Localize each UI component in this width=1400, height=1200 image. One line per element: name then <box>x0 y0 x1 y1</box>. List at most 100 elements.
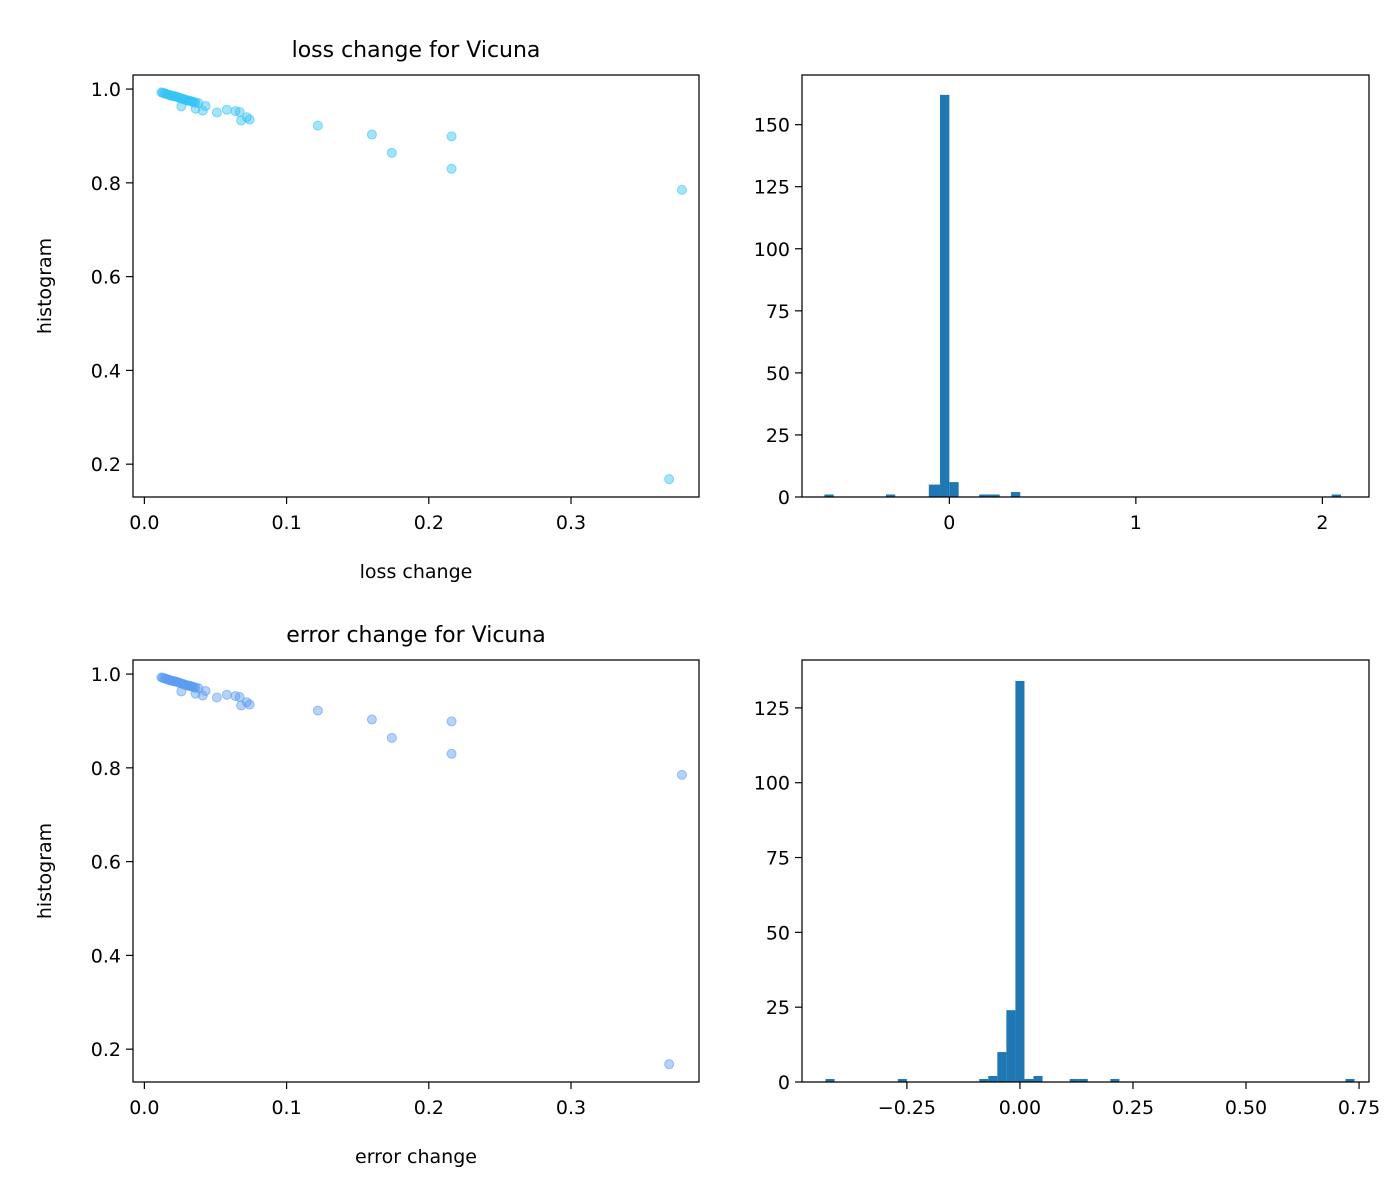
loss-scatter-ytick-label: 0.6 <box>91 267 121 289</box>
error-scatter-xtick-label: 0.0 <box>129 1097 159 1119</box>
loss-scatter-ytick-label: 0.4 <box>91 360 121 382</box>
error-scatter-ylabel: histogram <box>34 823 56 919</box>
loss-histogram-ytick-label: 25 <box>766 425 790 447</box>
loss-scatter-xtick-label: 0.2 <box>414 512 444 534</box>
error-scatter-ytick-label: 0.2 <box>91 1039 121 1061</box>
loss-scatter-xtick-label: 0.3 <box>556 512 586 534</box>
loss-histogram-ytick-label: 125 <box>754 177 790 199</box>
scatter-point <box>176 686 187 697</box>
histogram-bar <box>1110 1079 1120 1082</box>
loss-scatter-frame <box>132 74 700 498</box>
error-scatter-panel: error change for Vicuna 0.0 0.1 0.2 0.30.20… <box>34 623 700 1168</box>
loss-histogram-frame <box>801 74 1370 498</box>
scatter-point <box>176 101 187 112</box>
scatter-point <box>386 732 397 743</box>
error-scatter-ticks: 0.0 0.1 0.2 0.3 0.2 0.4 0.6 0.8 1.0 <box>91 664 586 1119</box>
error-histogram-bars <box>825 680 1355 1082</box>
histogram-bar <box>1015 680 1025 1082</box>
loss-scatter-ytick-label: 0.2 <box>91 454 121 476</box>
histogram-bar <box>997 1052 1007 1082</box>
scatter-point <box>446 163 457 174</box>
scatter-point <box>312 705 323 716</box>
error-histogram-xtick-label: 0.00 <box>999 1097 1041 1119</box>
scatter-point <box>200 100 211 111</box>
histogram-bar <box>1024 1079 1034 1082</box>
loss-scatter-xlabel: loss change <box>360 561 473 583</box>
scatter-point <box>386 147 397 158</box>
histogram-bar <box>979 1079 989 1082</box>
histogram-bar <box>940 94 950 497</box>
scatter-point <box>664 1059 675 1070</box>
scatter-point <box>312 120 323 131</box>
error-scatter-xtick-label: 0.3 <box>556 1097 586 1119</box>
scatter-point <box>244 699 255 710</box>
histogram-bar <box>979 494 991 497</box>
histogram-bar <box>897 1079 907 1082</box>
error-histogram-xtick-label: −0.25 <box>878 1097 936 1119</box>
loss-histogram-ticks: 0 1 2 0 25 50 75 100 125 150 <box>754 115 1329 534</box>
scatter-point <box>244 114 255 125</box>
loss-histogram-ytick-label: 0 <box>778 487 790 509</box>
histogram-bar <box>949 482 959 497</box>
histogram-bar <box>1331 494 1342 497</box>
error-scatter-xtick-label: 0.2 <box>414 1097 444 1119</box>
loss-scatter-ticks: 0.0 0.1 0.2 0.3 0.2 0.4 0.6 0.8 1.0 <box>91 79 586 534</box>
error-scatter-ytick-label: 0.4 <box>91 945 121 967</box>
scatter-point <box>221 104 232 115</box>
error-scatter-ytick-label: 0.6 <box>91 852 121 874</box>
loss-histogram-ytick-label: 150 <box>754 115 790 137</box>
loss-histogram-bars <box>824 94 1342 497</box>
loss-histogram-xtick-label: 0 <box>943 512 955 534</box>
histogram-bar <box>990 494 1000 497</box>
histogram-bar <box>1010 492 1021 497</box>
histogram-bar <box>824 494 834 497</box>
scatter-point <box>664 474 675 485</box>
error-scatter-frame <box>132 659 700 1083</box>
loss-scatter-title: loss change for Vicuna <box>292 38 541 63</box>
histogram-bar <box>1345 1079 1355 1082</box>
scatter-point <box>676 769 687 780</box>
histogram-bar <box>885 494 896 497</box>
loss-scatter-panel: loss change for Vicuna 0.0 0.1 0.2 0.30.20.… <box>34 38 700 583</box>
scatter-point <box>446 748 457 759</box>
scatter-point <box>221 689 232 700</box>
scatter-point <box>446 131 457 142</box>
scatter-point <box>676 184 687 195</box>
error-scatter-points <box>156 672 687 1070</box>
loss-scatter-ytick-label: 0.8 <box>91 173 121 195</box>
error-histogram-ytick-label: 100 <box>754 773 790 795</box>
error-histogram-ticks: −0.25 0.00 0.25 0.50 0.75 0 25 50 75 100 125 <box>754 698 1380 1119</box>
scatter-point <box>200 685 211 696</box>
histogram-bar <box>1069 1079 1079 1082</box>
loss-scatter-ylabel: histogram <box>34 238 56 334</box>
histogram-bar <box>988 1076 998 1082</box>
error-scatter-title: error change for Vicuna <box>286 623 546 648</box>
loss-scatter-points <box>156 87 687 485</box>
loss-histogram-ytick-label: 50 <box>766 363 790 385</box>
scatter-point <box>211 692 222 703</box>
scatter-point <box>446 716 457 727</box>
error-histogram-xtick-label: 0.50 <box>1225 1097 1267 1119</box>
loss-scatter-ytick-label: 1.0 <box>91 79 121 101</box>
error-scatter-ytick-label: 0.8 <box>91 758 121 780</box>
error-scatter-xlabel: error change <box>355 1146 477 1168</box>
error-histogram-frame <box>801 659 1370 1083</box>
loss-histogram-xtick-label: 1 <box>1130 512 1142 534</box>
error-histogram-ytick-label: 25 <box>766 997 790 1019</box>
scatter-point <box>211 107 222 118</box>
loss-histogram-xtick-label: 2 <box>1316 512 1328 534</box>
error-histogram-xtick-label: 0.75 <box>1338 1097 1380 1119</box>
loss-histogram-ytick-label: 100 <box>754 239 790 261</box>
loss-histogram-ytick-label: 75 <box>766 301 790 323</box>
loss-scatter-xtick-label: 0.1 <box>271 512 301 534</box>
error-histogram-panel: −0.25 0.00 0.25 0.50 0.75 0 25 50 75 100 125 <box>754 659 1380 1119</box>
error-histogram-ytick-label: 0 <box>778 1072 790 1094</box>
histogram-bar <box>1078 1079 1088 1082</box>
loss-histogram-panel: 0 1 2 0 25 50 75 100 125 150 <box>754 74 1370 534</box>
error-histogram-ytick-label: 50 <box>766 922 790 944</box>
histogram-bar <box>1006 1010 1016 1082</box>
error-histogram-xtick-label: 0.25 <box>1112 1097 1154 1119</box>
error-histogram-ytick-label: 125 <box>754 698 790 720</box>
